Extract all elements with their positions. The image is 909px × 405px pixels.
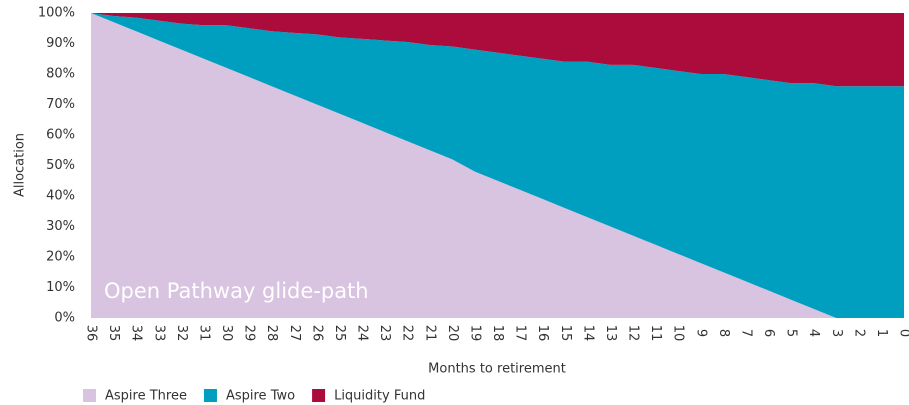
x-tick-label: 26 (309, 325, 324, 342)
x-tick-label: 35 (106, 325, 121, 342)
x-tick-label: 25 (332, 325, 347, 342)
x-tick-label: 31 (196, 325, 211, 342)
y-axis-label: Allocation (13, 133, 28, 197)
x-tick-label: 36 (84, 325, 99, 342)
x-tick-label: 10 (671, 325, 686, 342)
x-tick-label: 21 (422, 325, 437, 342)
x-tick-label: 14 (580, 325, 595, 342)
x-tick-label: 8 (716, 329, 731, 337)
y-tick-label: 20% (46, 250, 75, 265)
annotation: Open Pathway glide-path (104, 279, 369, 303)
x-tick-label: 5 (784, 329, 799, 337)
x-tick-label: 1 (874, 329, 889, 337)
x-tick-label: 6 (761, 329, 776, 337)
x-tick-label: 17 (513, 325, 528, 342)
area (91, 13, 904, 318)
y-tick-label: 70% (46, 97, 75, 112)
legend-label: Aspire Two (226, 389, 295, 404)
y-tick-label: 50% (46, 158, 75, 173)
x-tick-label: 20 (445, 325, 460, 342)
y-tick-label: 100% (38, 6, 75, 21)
x-tick-label: 16 (535, 325, 550, 342)
y-tick-label: 90% (46, 36, 75, 51)
legend-swatch (312, 389, 326, 402)
x-tick-label: 11 (648, 325, 663, 342)
x-tick-label: 15 (558, 325, 573, 342)
y-tick-label: 30% (46, 219, 75, 234)
area (91, 13, 904, 87)
x-axis-label: Months to retirement (428, 362, 566, 377)
x-tick-label: 18 (490, 325, 505, 342)
x-tick-label: 2 (851, 329, 866, 337)
legend-swatch (83, 389, 96, 402)
x-tick-label: 7 (738, 329, 753, 337)
legend-swatch (203, 389, 217, 402)
x-tick-label: 28 (264, 325, 279, 342)
x-tick-label: 3 (829, 329, 844, 337)
x-tick-label: 19 (467, 325, 482, 342)
x-tick-label: 34 (129, 325, 144, 342)
area (91, 13, 904, 318)
x-tick-label: 4 (806, 329, 821, 337)
x-tick-label: 23 (377, 325, 392, 342)
x-tick-label: 0 (897, 329, 909, 337)
x-tick-label: 29 (242, 325, 257, 342)
x-tick-label: 22 (400, 325, 415, 342)
x-tick-label: 32 (174, 325, 189, 342)
x-tick-label: 9 (693, 329, 708, 337)
y-tick-label: 80% (46, 67, 75, 82)
x-tick-label: 12 (626, 325, 641, 342)
legend-label: Liquidity Fund (334, 389, 425, 404)
legend-label: Aspire Three (105, 389, 187, 404)
y-tick-label: 60% (46, 128, 75, 143)
x-tick-label: 33 (151, 325, 166, 342)
x-tick-label: 24 (355, 325, 370, 342)
y-tick-label: 10% (46, 280, 75, 295)
x-tick-label: 27 (287, 325, 302, 342)
x-tick-label: 30 (219, 325, 234, 342)
y-tick-label: 0% (54, 311, 75, 326)
x-tick-label: 13 (603, 325, 618, 342)
y-tick-label: 40% (46, 189, 75, 204)
